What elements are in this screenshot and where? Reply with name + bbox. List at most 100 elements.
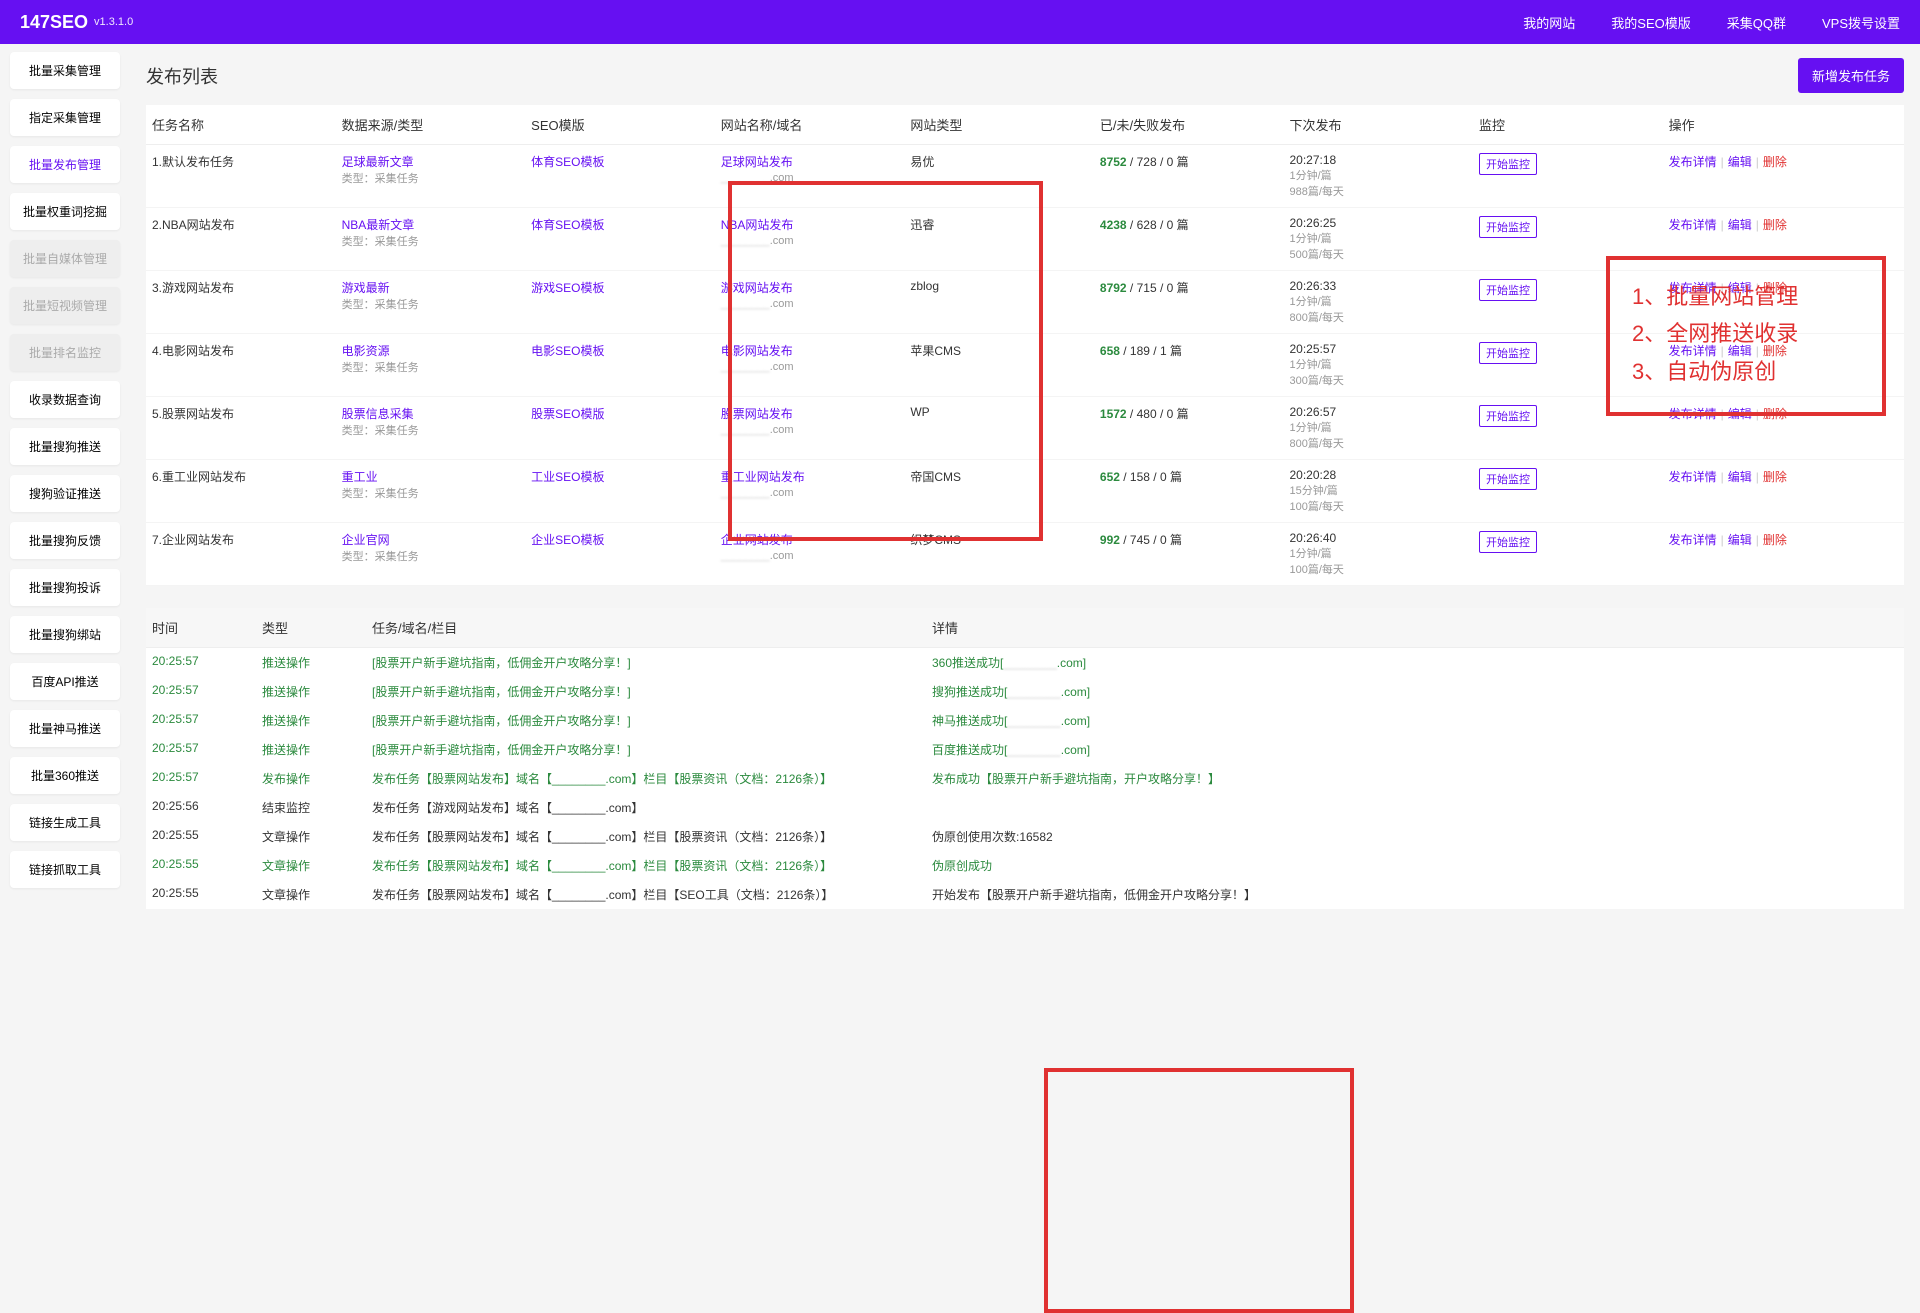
edit-link[interactable]: 编辑 (1728, 407, 1752, 421)
app-version: v1.3.1.0 (94, 16, 133, 28)
sidebar-item[interactable]: 百度API推送 (10, 663, 120, 700)
detail-link[interactable]: 发布详情 (1669, 533, 1717, 547)
log-row: 20:25:57推送操作[股票开户新手避坑指南，低佣金开户攻略分享！]搜狗推送成… (146, 677, 1904, 706)
site-domain: ________.com (721, 361, 794, 373)
seo-template-link[interactable]: 体育SEO模板 (531, 155, 604, 169)
log-time: 20:25:55 (146, 822, 256, 851)
log-task: 发布任务【股票网站发布】域名【________.com】栏目【股票资讯（文档：2… (366, 851, 926, 880)
sidebar-item[interactable]: 批量搜狗绑站 (10, 616, 120, 653)
publish-count: 992 / 745 / 0 篇 (1094, 523, 1284, 586)
sidebar-item[interactable]: 链接生成工具 (10, 804, 120, 841)
source-link[interactable]: 足球最新文章 (342, 155, 414, 169)
source-link[interactable]: 股票信息采集 (342, 407, 414, 421)
seo-template-link[interactable]: 游戏SEO模板 (531, 281, 604, 295)
site-link[interactable]: NBA网站发布 (721, 218, 794, 232)
table-header: 任务名称 (146, 105, 336, 145)
site-domain: ________.com (721, 235, 794, 247)
seo-template-link[interactable]: 股票SEO模版 (531, 407, 604, 421)
log-type: 发布操作 (256, 764, 366, 793)
log-header: 时间 (146, 608, 256, 648)
delete-link[interactable]: 删除 (1763, 218, 1787, 232)
sidebar-item[interactable]: 批量搜狗反馈 (10, 522, 120, 559)
sidebar-item[interactable]: 搜狗验证推送 (10, 475, 120, 512)
source-link[interactable]: 企业官网 (342, 533, 390, 547)
add-publish-task-button[interactable]: 新增发布任务 (1798, 58, 1904, 93)
detail-link[interactable]: 发布详情 (1669, 218, 1717, 232)
delete-link[interactable]: 删除 (1763, 407, 1787, 421)
delete-link[interactable]: 删除 (1763, 533, 1787, 547)
seo-template-link[interactable]: 企业SEO模板 (531, 533, 604, 547)
log-row: 20:25:55文章操作发布任务【股票网站发布】域名【________.com】… (146, 822, 1904, 851)
log-header: 任务/域名/栏目 (366, 608, 926, 648)
site-link[interactable]: 电影网站发布 (721, 344, 793, 358)
detail-link[interactable]: 发布详情 (1669, 407, 1717, 421)
sidebar-item: 批量短视频管理 (10, 287, 120, 324)
seo-template-link[interactable]: 体育SEO模板 (531, 218, 604, 232)
edit-link[interactable]: 编辑 (1728, 281, 1752, 295)
source-link[interactable]: NBA最新文章 (342, 218, 415, 232)
detail-link[interactable]: 发布详情 (1669, 281, 1717, 295)
edit-link[interactable]: 编辑 (1728, 218, 1752, 232)
task-name: 2.NBA网站发布 (146, 208, 336, 271)
site-link[interactable]: 游戏网站发布 (721, 281, 793, 295)
monitor-button[interactable]: 开始监控 (1479, 153, 1537, 175)
sidebar-item[interactable]: 批量发布管理 (10, 146, 120, 183)
site-type: 易优 (904, 145, 1094, 208)
site-link[interactable]: 重工业网站发布 (721, 470, 805, 484)
monitor-button[interactable]: 开始监控 (1479, 405, 1537, 427)
detail-link[interactable]: 发布详情 (1669, 470, 1717, 484)
monitor-button[interactable]: 开始监控 (1479, 279, 1537, 301)
task-name: 5.股票网站发布 (146, 397, 336, 460)
site-link[interactable]: 企业网站发布 (721, 533, 793, 547)
log-type: 推送操作 (256, 677, 366, 706)
monitor-button[interactable]: 开始监控 (1479, 468, 1537, 490)
edit-link[interactable]: 编辑 (1728, 470, 1752, 484)
header-nav-item[interactable]: VPS拨号设置 (1822, 13, 1900, 32)
delete-link[interactable]: 删除 (1763, 155, 1787, 169)
sidebar-item[interactable]: 批量采集管理 (10, 52, 120, 89)
log-row: 20:25:56结束监控发布任务【游戏网站发布】域名【________.com】 (146, 793, 1904, 822)
detail-link[interactable]: 发布详情 (1669, 344, 1717, 358)
log-row: 20:25:57推送操作[股票开户新手避坑指南，低佣金开户攻略分享！]360推送… (146, 648, 1904, 678)
source-link[interactable]: 重工业 (342, 470, 378, 484)
log-type: 推送操作 (256, 706, 366, 735)
app-logo: 147SEO (20, 12, 88, 33)
monitor-button[interactable]: 开始监控 (1479, 531, 1537, 553)
sidebar-item[interactable]: 批量神马推送 (10, 710, 120, 747)
sidebar-item[interactable]: 链接抓取工具 (10, 851, 120, 888)
monitor-button[interactable]: 开始监控 (1479, 342, 1537, 364)
sidebar-item[interactable]: 批量360推送 (10, 757, 120, 794)
monitor-button[interactable]: 开始监控 (1479, 216, 1537, 238)
source-link[interactable]: 游戏最新 (342, 281, 390, 295)
delete-link[interactable]: 删除 (1763, 470, 1787, 484)
header-nav-item[interactable]: 采集QQ群 (1727, 13, 1786, 32)
log-detail: 发布成功【股票开户新手避坑指南，开户攻略分享！】 (926, 764, 1904, 793)
table-header: 下次发布 (1283, 105, 1473, 145)
sidebar-item[interactable]: 批量搜狗投诉 (10, 569, 120, 606)
sidebar-item[interactable]: 收录数据查询 (10, 381, 120, 418)
edit-link[interactable]: 编辑 (1728, 533, 1752, 547)
detail-link[interactable]: 发布详情 (1669, 155, 1717, 169)
table-header: 网站类型 (904, 105, 1094, 145)
delete-link[interactable]: 删除 (1763, 281, 1787, 295)
next-publish: 20:26:401分钟/篇100篇/每天 (1283, 523, 1473, 586)
edit-link[interactable]: 编辑 (1728, 155, 1752, 169)
seo-template-link[interactable]: 电影SEO模板 (531, 344, 604, 358)
site-link[interactable]: 足球网站发布 (721, 155, 793, 169)
sidebar-item[interactable]: 批量搜狗推送 (10, 428, 120, 465)
site-link[interactable]: 股票网站发布 (721, 407, 793, 421)
log-time: 20:25:55 (146, 880, 256, 909)
task-name: 4.电影网站发布 (146, 334, 336, 397)
header-nav-item[interactable]: 我的网站 (1523, 13, 1575, 32)
site-type: 织梦CMS (904, 523, 1094, 586)
edit-link[interactable]: 编辑 (1728, 344, 1752, 358)
log-time: 20:25:56 (146, 793, 256, 822)
table-row: 2.NBA网站发布NBA最新文章类型：采集任务体育SEO模板NBA网站发布___… (146, 208, 1904, 271)
header-nav-item[interactable]: 我的SEO模版 (1611, 13, 1690, 32)
seo-template-link[interactable]: 工业SEO模板 (531, 470, 604, 484)
sidebar-item[interactable]: 批量权重词挖掘 (10, 193, 120, 230)
sidebar-item[interactable]: 指定采集管理 (10, 99, 120, 136)
log-time: 20:25:57 (146, 706, 256, 735)
source-link[interactable]: 电影资源 (342, 344, 390, 358)
delete-link[interactable]: 删除 (1763, 344, 1787, 358)
